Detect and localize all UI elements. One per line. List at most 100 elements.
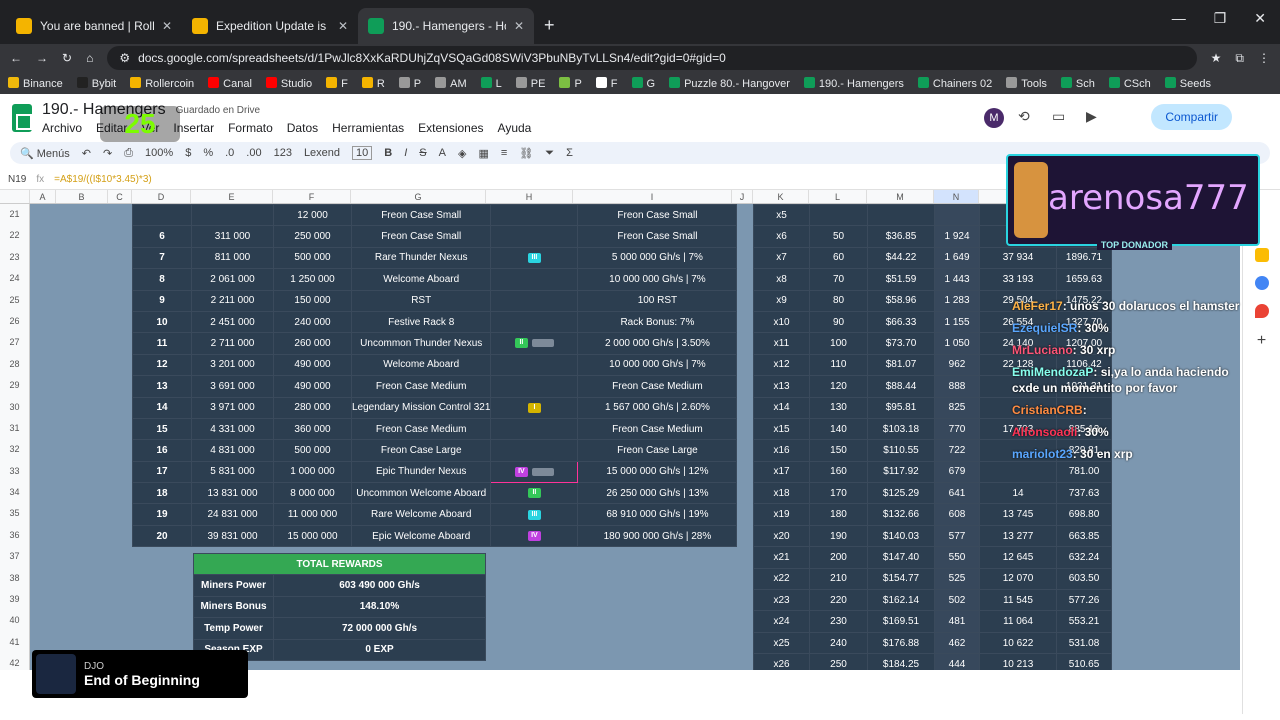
table-cell[interactable]: 679 <box>934 460 980 484</box>
table-cell[interactable]: Freon Case Small <box>577 225 738 248</box>
row-header[interactable]: 31 <box>9 422 20 433</box>
table-cell[interactable]: 603.50 <box>1056 567 1112 591</box>
table-cell[interactable]: 525 <box>934 567 980 591</box>
table-cell[interactable]: $36.85 <box>867 225 935 248</box>
table-cell[interactable]: Epic Thunder Nexus <box>350 460 492 484</box>
row-header[interactable]: 37 <box>9 551 20 562</box>
table-cell[interactable]: $66.33 <box>867 310 935 334</box>
bookmark-g[interactable]: G <box>631 76 655 90</box>
table-cell[interactable]: 11 <box>132 332 192 355</box>
table-cell[interactable]: 150 <box>809 439 868 462</box>
table-cell[interactable]: 110 <box>809 353 868 377</box>
row-header[interactable]: 23 <box>9 251 20 262</box>
table-cell[interactable]: Rack Bonus: 7% <box>577 310 738 334</box>
extensions-icon[interactable]: ⧉ <box>1235 50 1244 65</box>
table-cell[interactable]: Uncommon Thunder Nexus <box>350 332 492 355</box>
table-cell[interactable]: Welcome Aboard <box>350 268 492 291</box>
table-cell[interactable]: 180 <box>809 503 868 526</box>
row-header[interactable]: 34 <box>9 487 20 498</box>
keep-icon[interactable] <box>1254 248 1269 262</box>
table-cell[interactable]: $44.22 <box>867 246 935 270</box>
table-cell[interactable]: 1 567 000 Gh/s | 2.60% <box>577 396 738 419</box>
row-header[interactable]: 36 <box>9 529 20 540</box>
table-cell[interactable]: 553.21 <box>1056 610 1112 633</box>
table-cell[interactable]: 18 <box>132 482 192 505</box>
table-cell[interactable]: x16 <box>753 439 810 462</box>
borders-icon[interactable]: ▦ <box>478 147 489 160</box>
table-cell[interactable]: 20 <box>132 524 192 548</box>
table-cell[interactable]: x19 <box>753 503 810 526</box>
bookmark-binance[interactable]: Binance <box>8 76 63 90</box>
table-cell[interactable]: 885.13 <box>1056 417 1112 441</box>
table-cell[interactable] <box>191 204 274 227</box>
table-cell[interactable]: x10 <box>753 310 810 334</box>
table-cell[interactable]: 13 <box>132 375 192 398</box>
bookmark-l[interactable]: L <box>480 76 502 90</box>
total-value[interactable]: 0 EXP <box>273 638 486 661</box>
table-cell[interactable]: $162.14 <box>867 589 935 612</box>
user-avatar[interactable]: M <box>984 108 1004 128</box>
total-label[interactable]: Miners Bonus <box>193 595 274 619</box>
site-info-icon[interactable]: ⚙ <box>119 51 131 65</box>
col-header-i[interactable]: I <box>573 190 732 203</box>
table-cell[interactable]: 280 000 <box>273 396 352 419</box>
rarity-cell[interactable] <box>490 417 579 441</box>
table-cell[interactable]: 962 <box>934 353 980 377</box>
format-button[interactable]: 123 <box>273 147 292 159</box>
col-header-b[interactable]: B <box>56 190 108 203</box>
table-cell[interactable]: 10 622 <box>979 631 1057 655</box>
table-cell[interactable]: Freon Case Medium <box>577 375 738 398</box>
total-label[interactable]: Temp Power <box>193 617 274 640</box>
table-cell[interactable]: 11 064 <box>979 610 1057 633</box>
rarity-cell[interactable] <box>490 204 579 227</box>
table-cell[interactable]: 3 691 000 <box>191 375 274 398</box>
home-icon[interactable]: ⌂ <box>86 51 94 65</box>
table-cell[interactable]: 2 000 000 Gh/s | 3.50% <box>577 332 738 355</box>
url-field[interactable]: ⚙ docs.google.com/spreadsheets/d/1PwJlc8X… <box>107 46 1197 70</box>
row-header[interactable]: 21 <box>9 209 20 219</box>
table-cell[interactable]: x20 <box>753 524 810 548</box>
rarity-cell[interactable] <box>490 353 579 377</box>
row-header[interactable]: 26 <box>9 315 20 326</box>
close-tab-icon[interactable]: ✕ <box>161 19 172 33</box>
bookmark-csch[interactable]: CSch <box>1108 76 1151 90</box>
reload-icon[interactable]: ↻ <box>62 51 73 65</box>
table-cell[interactable]: 11 000 000 <box>273 503 352 526</box>
corner-cell[interactable] <box>0 190 30 203</box>
table-cell[interactable]: 10 000 000 Gh/s | 7% <box>577 353 738 377</box>
row-header[interactable]: 38 <box>9 572 20 583</box>
close-window-icon[interactable]: ✕ <box>1254 10 1266 26</box>
table-cell[interactable]: 12 070 <box>979 567 1057 591</box>
row-header[interactable]: 22 <box>9 230 20 241</box>
table-cell[interactable] <box>979 396 1057 419</box>
menu-ver[interactable]: Ver <box>141 121 160 135</box>
table-cell[interactable]: 502 <box>934 589 980 612</box>
table-cell[interactable]: 170 <box>809 482 868 505</box>
close-tab-icon[interactable]: ✕ <box>337 19 348 33</box>
col-header-k[interactable]: K <box>753 190 809 203</box>
bookmark-studio[interactable]: Studio <box>265 76 312 90</box>
table-cell[interactable]: $103.18 <box>867 417 935 441</box>
table-cell[interactable]: 8 000 000 <box>273 482 352 505</box>
table-cell[interactable]: 663.85 <box>1056 524 1112 548</box>
bookmark-p[interactable]: P <box>398 76 421 90</box>
maximize-icon[interactable]: ❐ <box>1213 10 1227 26</box>
tasks-icon[interactable] <box>1254 276 1269 290</box>
bookmark-r[interactable]: R <box>361 76 385 90</box>
row-header[interactable]: 33 <box>9 465 20 476</box>
table-cell[interactable]: 4 831 000 <box>191 439 274 462</box>
row-header[interactable]: 41 <box>9 636 20 647</box>
table-cell[interactable]: 14 <box>979 482 1057 505</box>
row-header[interactable]: 28 <box>9 358 20 369</box>
text-color-icon[interactable]: A <box>438 147 446 159</box>
table-cell[interactable]: 260 000 <box>273 332 352 355</box>
table-cell[interactable]: Epic Welcome Aboard <box>350 524 492 548</box>
bookmark-rollercoin[interactable]: Rollercoin <box>130 76 194 90</box>
table-cell[interactable]: 2 711 000 <box>191 332 274 355</box>
back-icon[interactable]: ← <box>10 51 22 65</box>
col-header-f[interactable]: F <box>273 190 351 203</box>
table-cell[interactable]: 1 050 <box>934 332 980 355</box>
doc-title[interactable]: 190.- Hamengers <box>42 101 166 118</box>
rarity-cell[interactable]: III <box>490 246 579 270</box>
table-cell[interactable]: 641 <box>934 482 980 505</box>
